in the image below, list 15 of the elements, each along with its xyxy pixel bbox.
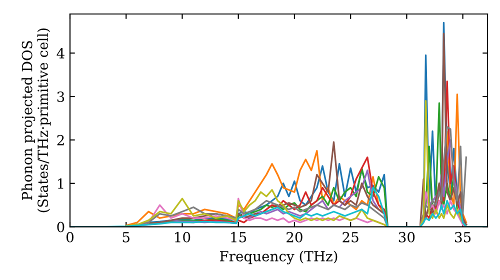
y-tick-label: 1 — [58, 178, 64, 189]
x-tick-label: 15 — [231, 232, 246, 242]
x-tick-label: 25 — [342, 232, 358, 242]
y-tick-label: 3 — [57, 91, 64, 102]
x-tick-label: 5 — [122, 232, 130, 242]
y-tick-label: 2 — [57, 134, 64, 146]
y-axis-title: Phonon projected DOS (States/THz·primitive cell) — [22, 28, 51, 212]
y-tick-label: 0 — [57, 222, 64, 232]
x-axis-title: Frequency (THz) — [220, 250, 338, 264]
x-tick-label: 20 — [286, 232, 302, 242]
x-tick-label: 30 — [398, 232, 415, 242]
x-tick-label: 35 — [455, 232, 471, 242]
x-tick-label: 0 — [66, 232, 74, 242]
y-tick-label: 4 — [56, 48, 64, 58]
x-tick-label: 10 — [175, 232, 190, 242]
